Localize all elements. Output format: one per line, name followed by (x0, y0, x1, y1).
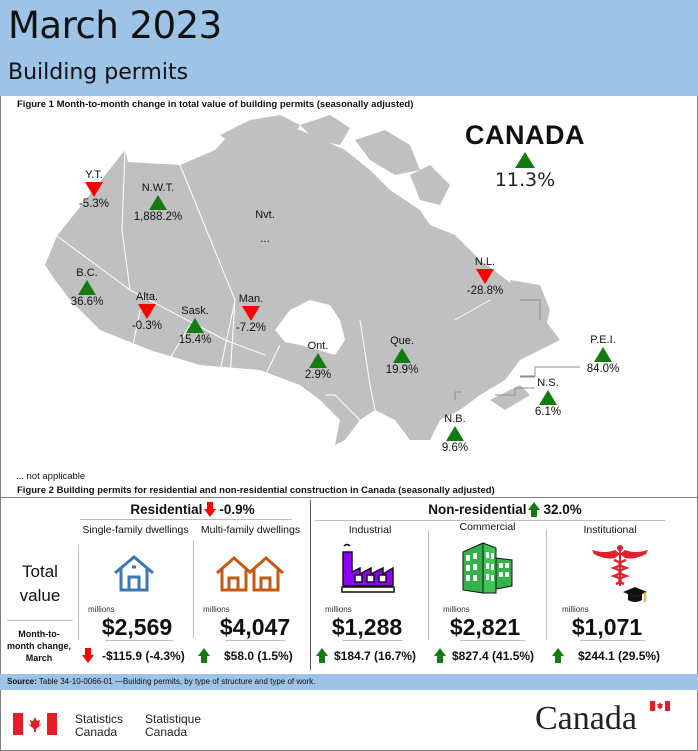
up-arrow-icon (198, 648, 210, 663)
value-underline (343, 640, 403, 641)
non-residential-header: Non-residential 32.0% (428, 502, 582, 517)
region-ns: N.S. 6.1% (534, 377, 562, 418)
units-label: millions (562, 605, 589, 614)
up-triangle-icon (515, 152, 535, 168)
column-divider (428, 530, 429, 640)
up-arrow-icon (528, 502, 541, 517)
figure2-title: Figure 2 Building permits for residentia… (17, 485, 495, 496)
non-residential-underline (315, 520, 665, 521)
up-triangle-icon (594, 347, 612, 362)
column-divider (78, 545, 79, 640)
down-triangle-icon (242, 306, 260, 321)
wordmark-flag-icon (650, 701, 670, 711)
value-underline (225, 640, 285, 641)
up-triangle-icon (78, 280, 96, 295)
section-divider (310, 500, 311, 670)
up-triangle-icon (186, 318, 204, 333)
figure1-title: Figure 1 Month-to-month change in total … (17, 99, 414, 110)
single-family-change: -$115.9 (-4.3%) (82, 648, 185, 663)
column-divider (193, 540, 194, 638)
figure2-top-divider (0, 497, 698, 498)
value-underline (105, 640, 173, 641)
canada-map (45, 115, 580, 445)
header-banner: March 2023 Building permits (0, 0, 698, 96)
down-triangle-icon (138, 304, 156, 319)
factory-icon (341, 543, 395, 593)
up-triangle-icon (446, 426, 464, 441)
caduceus-graduation-cap-icon (592, 545, 648, 602)
industrial-value: $1,288 (331, 614, 403, 640)
canada-wordmark: Canada (535, 700, 637, 737)
commercial-change: $827.4 (41.5%) (434, 648, 534, 663)
page-subtitle: Building permits (8, 60, 189, 85)
house-icon (114, 555, 154, 592)
value-underline (580, 640, 645, 641)
multi-family-header: Multi-family dwellings (200, 524, 301, 536)
up-triangle-icon (149, 195, 167, 210)
row-label-divider (7, 620, 73, 621)
institutional-value: $1,071 (571, 614, 643, 640)
page-title: March 2023 (8, 4, 222, 47)
units-label: millions (325, 605, 352, 614)
commercial-header: Commercial (459, 521, 516, 533)
region-sask: Sask. 15.4% (178, 305, 212, 346)
down-triangle-icon (85, 182, 103, 197)
canada-flag-icon (13, 713, 57, 735)
statcan-fr: Statistique Canada (145, 712, 202, 739)
region-yt: Y.T. -5.3% (78, 169, 110, 210)
units-label: millions (443, 605, 470, 614)
region-nwt: N.W.T. 1,888.2% (133, 182, 183, 223)
source-bar: Source: Table 34-10-0066-01 —Building pe… (0, 674, 698, 690)
canada-total: CANADA 11.3% (455, 120, 595, 191)
region-nvt: Nvt. ... (255, 209, 275, 245)
region-que: Que. 19.9% (385, 335, 419, 376)
two-houses-icon (216, 555, 284, 592)
industrial-change: $184.7 (16.7%) (316, 648, 416, 663)
units-label: millions (88, 605, 115, 614)
units-label: millions (203, 605, 230, 614)
region-pei: P.E.I. 84.0% (586, 334, 620, 375)
down-triangle-icon (476, 269, 494, 284)
canada-label: CANADA (465, 120, 585, 150)
down-arrow-icon (82, 648, 94, 663)
region-bc: B.C. 36.6% (70, 267, 104, 308)
canada-pct: 11.3% (494, 169, 556, 191)
up-triangle-icon (539, 390, 557, 405)
commercial-value: $2,821 (449, 614, 521, 640)
multi-family-change: $58.0 (1.5%) (198, 648, 293, 663)
total-value-label: Total value (19, 562, 61, 605)
industrial-header: Industrial (348, 524, 392, 536)
statcan-en: Statistics Canada (75, 712, 124, 739)
region-ont: Ont. 2.9% (304, 340, 332, 381)
up-arrow-icon (552, 648, 564, 663)
up-triangle-icon (309, 353, 327, 368)
residential-underline (80, 519, 292, 520)
up-arrow-icon (316, 648, 328, 663)
institutional-header: Institutional (583, 524, 637, 536)
single-family-value: $2,569 (101, 614, 173, 640)
region-nl: N.L. -28.8% (466, 256, 504, 297)
institutional-change: $244.1 (29.5%) (552, 648, 660, 663)
up-triangle-icon (393, 348, 411, 363)
column-divider (546, 530, 547, 640)
up-arrow-icon (434, 648, 446, 663)
month-change-label: Month-to- month change, March (6, 629, 71, 663)
region-man: Man. -7.2% (235, 293, 267, 334)
down-arrow-icon (204, 502, 217, 517)
value-underline (460, 640, 525, 641)
office-building-icon (462, 542, 513, 594)
multi-family-value: $4,047 (219, 614, 291, 640)
residential-header: Residential -0.9% (130, 502, 255, 517)
single-family-header: Single-family dwellings (82, 524, 189, 536)
region-alta: Alta. -0.3% (131, 291, 163, 332)
not-applicable-note: ... not applicable (16, 471, 86, 482)
region-nb: N.B. 9.6% (441, 413, 469, 454)
